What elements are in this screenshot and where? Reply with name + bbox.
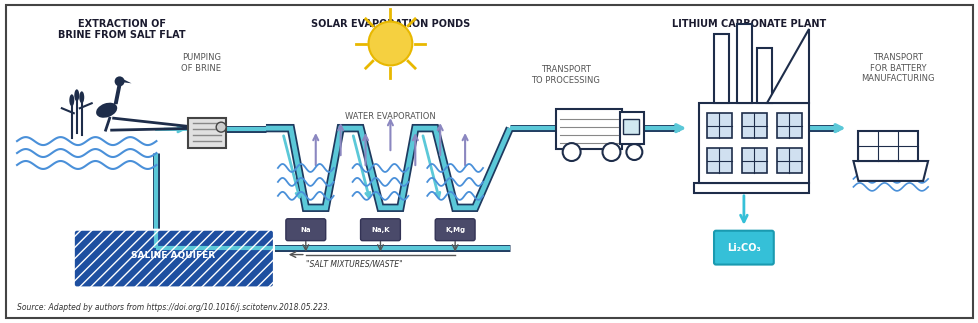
- Ellipse shape: [74, 89, 79, 101]
- FancyBboxPatch shape: [706, 148, 732, 173]
- FancyBboxPatch shape: [776, 113, 801, 138]
- Text: TRANSPORT
TO PROCESSING: TRANSPORT TO PROCESSING: [531, 66, 600, 85]
- Text: PUMPING
OF BRINE: PUMPING OF BRINE: [181, 54, 221, 73]
- Text: LITHIUM CARBONATE PLANT: LITHIUM CARBONATE PLANT: [671, 19, 825, 29]
- Ellipse shape: [69, 94, 74, 106]
- FancyBboxPatch shape: [556, 109, 622, 149]
- Polygon shape: [123, 79, 131, 83]
- Text: "SALT MIXTURES/WASTE": "SALT MIXTURES/WASTE": [305, 260, 402, 269]
- FancyBboxPatch shape: [713, 231, 773, 265]
- Circle shape: [562, 143, 580, 161]
- Ellipse shape: [96, 103, 117, 118]
- Circle shape: [114, 76, 124, 86]
- Circle shape: [626, 144, 642, 160]
- FancyBboxPatch shape: [693, 183, 808, 193]
- FancyBboxPatch shape: [360, 219, 400, 241]
- Ellipse shape: [79, 91, 84, 103]
- Polygon shape: [853, 161, 927, 181]
- Text: Li₂CO₃: Li₂CO₃: [727, 243, 760, 253]
- Text: EXTRACTION OF
BRINE FROM SALT FLAT: EXTRACTION OF BRINE FROM SALT FLAT: [58, 19, 185, 40]
- FancyBboxPatch shape: [776, 148, 801, 173]
- Polygon shape: [113, 84, 121, 104]
- FancyBboxPatch shape: [6, 5, 972, 318]
- Text: WATER EVAPORATION: WATER EVAPORATION: [344, 112, 435, 121]
- FancyBboxPatch shape: [73, 230, 274, 287]
- FancyBboxPatch shape: [741, 148, 766, 173]
- Circle shape: [601, 143, 620, 161]
- Text: Source: Adapted by authors from https://doi.org/10.1016/j.scitotenv.2018.05.223.: Source: Adapted by authors from https://…: [17, 303, 330, 312]
- FancyBboxPatch shape: [286, 219, 326, 241]
- FancyBboxPatch shape: [698, 103, 808, 183]
- Text: K,Mg: K,Mg: [445, 227, 465, 233]
- FancyBboxPatch shape: [623, 119, 639, 134]
- FancyBboxPatch shape: [435, 219, 474, 241]
- Text: Na: Na: [300, 227, 311, 233]
- FancyBboxPatch shape: [620, 112, 644, 144]
- FancyBboxPatch shape: [188, 118, 226, 148]
- Text: TRANSPORT
FOR BATTERY
MANUFACTURING: TRANSPORT FOR BATTERY MANUFACTURING: [861, 54, 934, 83]
- Text: Na,K: Na,K: [371, 227, 389, 233]
- FancyBboxPatch shape: [858, 131, 917, 161]
- Text: SALINE AQUIFER: SALINE AQUIFER: [131, 251, 215, 260]
- FancyBboxPatch shape: [736, 24, 751, 103]
- FancyBboxPatch shape: [741, 113, 766, 138]
- Circle shape: [368, 22, 412, 66]
- FancyBboxPatch shape: [713, 34, 729, 103]
- Polygon shape: [766, 28, 808, 103]
- FancyBboxPatch shape: [756, 48, 771, 103]
- FancyBboxPatch shape: [706, 113, 732, 138]
- Circle shape: [216, 122, 226, 132]
- Text: SOLAR EVAPORATION PONDS: SOLAR EVAPORATION PONDS: [310, 19, 469, 29]
